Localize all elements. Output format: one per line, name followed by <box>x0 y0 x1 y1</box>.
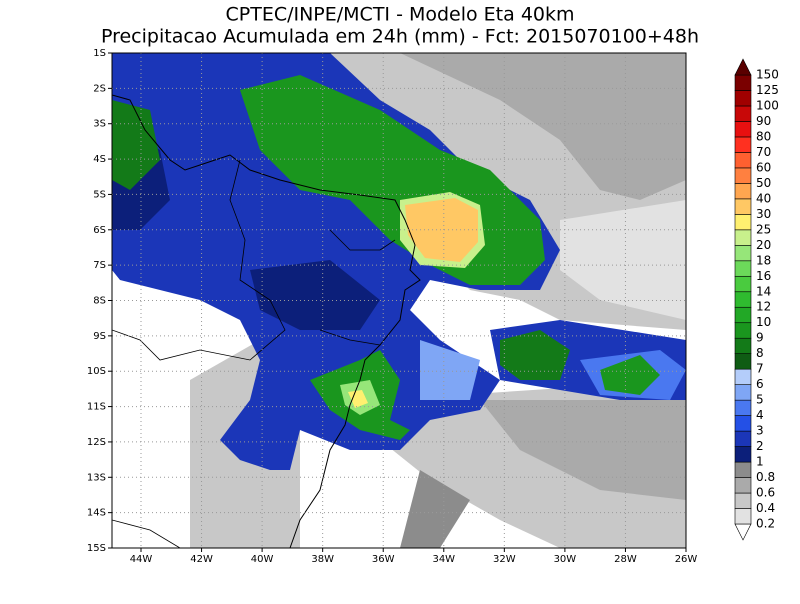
colorbar-label: 0.2 <box>756 517 775 531</box>
lon-label: 38W <box>311 554 334 565</box>
colorbar-box <box>734 105 752 122</box>
colorbar-label: 14 <box>756 284 771 298</box>
colorbar-box <box>734 508 752 525</box>
lat-label: 10S <box>87 366 106 377</box>
colorbar-triangle <box>734 58 752 76</box>
lat-label: 3S <box>93 119 106 130</box>
lon-label: 36W <box>372 554 395 565</box>
colorbar-box <box>734 229 752 246</box>
colorbar-box <box>734 291 752 308</box>
colorbar-box <box>734 446 752 463</box>
colorbar-box <box>734 477 752 494</box>
lat-label: 12S <box>87 437 106 448</box>
lon-label: 44W <box>130 554 153 565</box>
lat-label: 4S <box>93 154 106 165</box>
colorbar-box <box>734 167 752 184</box>
colorbar-label: 20 <box>756 238 771 252</box>
colorbar-label: 3 <box>756 424 764 438</box>
colorbar-label: 60 <box>756 160 771 174</box>
title-line-2: Precipitacao Acumulada em 24h (mm) - Fct… <box>101 26 699 48</box>
lat-label: 2S <box>93 83 106 94</box>
colorbar-box <box>734 492 752 509</box>
lat-label: 7S <box>93 260 106 271</box>
colorbar-label: 9 <box>756 331 764 345</box>
colorbar-label: 50 <box>756 176 771 190</box>
colorbar-box <box>734 198 752 215</box>
colorbar-label: 1 <box>756 455 764 469</box>
colorbar-label: 30 <box>756 207 771 221</box>
colorbar-label: 7 <box>756 362 764 376</box>
colorbar-box <box>734 214 752 231</box>
lat-label: 6S <box>93 225 106 236</box>
colorbar-box <box>734 183 752 200</box>
colorbar-box <box>734 136 752 153</box>
lat-label: 13S <box>87 472 106 483</box>
colorbar-label: 100 <box>756 98 779 112</box>
precip-field <box>112 53 686 548</box>
colorbar-label: 0.4 <box>756 501 775 515</box>
colorbar-box <box>734 399 752 416</box>
colorbar-label: 12 <box>756 300 771 314</box>
lat-label: 8S <box>93 296 106 307</box>
lon-label: 32W <box>493 554 516 565</box>
colorbar-label: 0.6 <box>756 486 775 500</box>
colorbar-box <box>734 306 752 324</box>
colorbar-box <box>734 121 752 138</box>
colorbar-box <box>734 368 752 385</box>
lat-label: 9S <box>93 331 106 342</box>
colorbar-label: 8 <box>756 346 764 360</box>
colorbar-box <box>734 337 752 354</box>
colorbar-box <box>734 245 752 262</box>
lon-label: 42W <box>190 554 213 565</box>
colorbar-box <box>734 74 752 91</box>
colorbar-label: 40 <box>756 191 771 205</box>
colorbar-label: 0.8 <box>756 470 775 484</box>
colorbar-box <box>734 90 752 107</box>
colorbar-box <box>734 275 752 293</box>
colorbar-label: 150 <box>756 68 779 82</box>
lat-label: 14S <box>87 508 106 519</box>
colorbar-label: 125 <box>756 83 779 97</box>
colorbar-label: 80 <box>756 129 771 143</box>
colorbar-box <box>734 461 752 478</box>
lat-label: 11S <box>87 402 106 413</box>
colorbar-box <box>734 430 752 447</box>
colorbar-label: 6 <box>756 377 764 391</box>
colorbar-box <box>734 322 752 339</box>
colorbar-label: 18 <box>756 253 771 267</box>
lon-label: 34W <box>432 554 455 565</box>
title-line-1: CPTEC/INPE/MCTI - Modelo Eta 40km <box>225 4 574 26</box>
colorbar-box <box>734 384 752 401</box>
colorbar-label: 90 <box>756 114 771 128</box>
lon-label: 28W <box>614 554 637 565</box>
colorbar-box <box>734 353 752 370</box>
lon-label: 40W <box>251 554 274 565</box>
lat-label: 15S <box>87 543 106 554</box>
lat-label: 1S <box>93 48 106 59</box>
colorbar-box <box>734 152 752 169</box>
lon-label: 26W <box>675 554 698 565</box>
colorbar-label: 25 <box>756 222 771 236</box>
colorbar-label: 5 <box>756 393 764 407</box>
colorbar-label: 2 <box>756 439 764 453</box>
colorbar-box <box>734 415 752 432</box>
colorbar-triangle <box>734 523 752 541</box>
lon-label: 30W <box>554 554 577 565</box>
colorbar-label: 16 <box>756 269 771 283</box>
colorbar-label: 4 <box>756 408 764 422</box>
colorbar-label: 70 <box>756 145 771 159</box>
lat-label: 5S <box>93 189 106 200</box>
colorbar-label: 10 <box>756 315 771 329</box>
colorbar-box <box>734 260 752 277</box>
